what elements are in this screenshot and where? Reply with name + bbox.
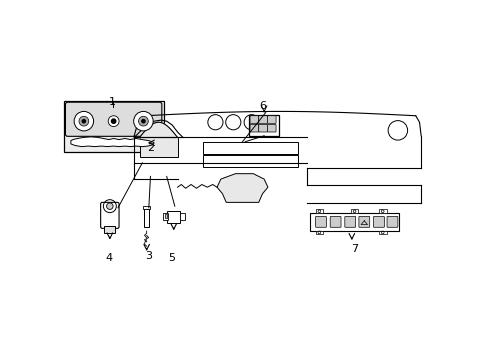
Circle shape (138, 116, 148, 126)
Text: 6: 6 (259, 102, 265, 111)
FancyBboxPatch shape (258, 116, 267, 123)
Circle shape (82, 120, 85, 123)
Bar (203, 155, 297, 167)
Text: 5: 5 (168, 253, 175, 263)
Text: 4: 4 (105, 253, 112, 263)
Bar (164, 214, 167, 217)
Bar (350, 210, 358, 213)
FancyBboxPatch shape (258, 125, 267, 132)
FancyBboxPatch shape (249, 125, 258, 132)
FancyBboxPatch shape (358, 216, 369, 227)
FancyBboxPatch shape (65, 102, 162, 136)
Bar (144, 210, 148, 227)
Text: 2: 2 (146, 143, 153, 153)
FancyBboxPatch shape (344, 216, 355, 227)
Circle shape (108, 116, 119, 127)
Bar (167, 211, 180, 223)
Bar (104, 226, 115, 233)
FancyBboxPatch shape (249, 116, 258, 123)
Bar (142, 206, 150, 210)
FancyBboxPatch shape (315, 216, 326, 227)
Text: 1: 1 (109, 97, 116, 107)
Bar (163, 213, 167, 220)
Bar (315, 210, 323, 213)
Bar (203, 142, 297, 154)
Bar (378, 230, 386, 234)
Circle shape (142, 120, 145, 123)
Bar (315, 230, 323, 234)
Polygon shape (71, 137, 154, 147)
Bar (179, 213, 184, 220)
Circle shape (133, 111, 153, 131)
Bar (248, 115, 279, 136)
Circle shape (106, 203, 113, 210)
Polygon shape (217, 174, 267, 202)
FancyBboxPatch shape (267, 116, 276, 123)
FancyBboxPatch shape (329, 216, 340, 227)
FancyBboxPatch shape (386, 216, 397, 227)
Text: 3: 3 (145, 251, 152, 261)
Circle shape (111, 119, 116, 123)
Polygon shape (140, 138, 177, 157)
Circle shape (74, 111, 93, 131)
FancyBboxPatch shape (373, 216, 384, 227)
FancyBboxPatch shape (101, 202, 119, 228)
Bar (309, 213, 398, 230)
Circle shape (79, 116, 88, 126)
Bar (378, 210, 386, 213)
Bar (64, 100, 163, 152)
FancyBboxPatch shape (267, 125, 276, 132)
Text: 7: 7 (350, 244, 357, 254)
